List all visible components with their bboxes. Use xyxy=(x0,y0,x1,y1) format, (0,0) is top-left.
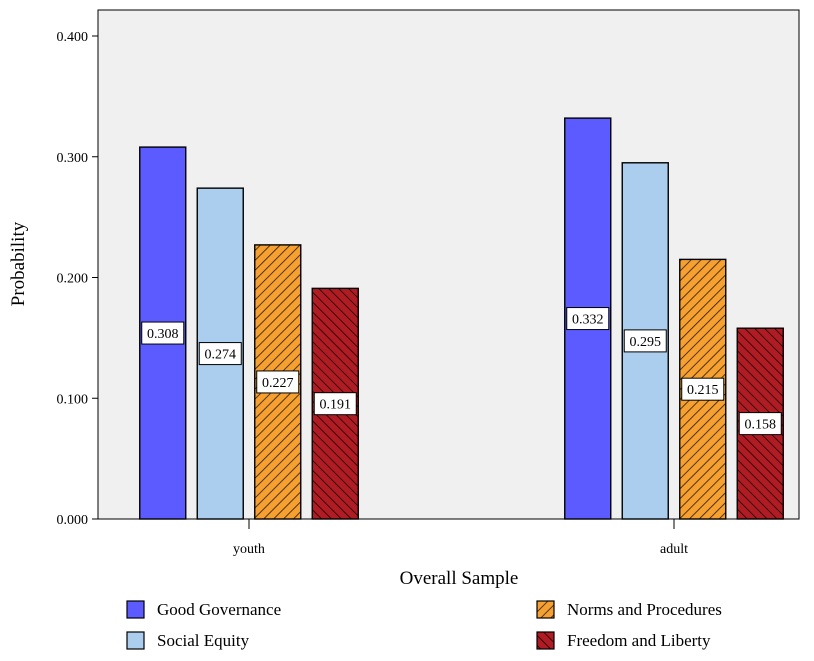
y-axis: 0.000 0.100 0.200 0.300 0.400 xyxy=(57,30,98,528)
data-label-box xyxy=(313,392,357,416)
y-tick-label: 0.200 xyxy=(57,272,89,287)
legend-swatch xyxy=(126,600,145,619)
x-axis-title: Overall Sample xyxy=(400,568,519,589)
data-label: 0.227 xyxy=(262,376,294,391)
legend-swatch xyxy=(126,631,145,650)
legend-item-good-governance: Good Governance xyxy=(126,600,281,619)
data-label-box xyxy=(566,307,610,331)
x-axis: youth adult xyxy=(233,519,688,557)
data-label-box xyxy=(198,342,242,366)
data-label-box xyxy=(738,412,782,436)
legend-label: Norms and Procedures xyxy=(567,600,722,619)
data-label: 0.274 xyxy=(205,348,237,363)
legend: Good Governance Social Equity Norms and Pr… xyxy=(126,600,722,650)
legend-swatch xyxy=(536,631,555,650)
y-tick-label: 0.400 xyxy=(57,30,89,45)
x-tick-label: adult xyxy=(660,542,688,557)
data-label-box xyxy=(141,321,185,345)
data-label: 0.158 xyxy=(745,418,777,433)
legend-item-freedom-and-liberty: Freedom and Liberty xyxy=(536,631,711,650)
legend-label: Freedom and Liberty xyxy=(567,631,711,650)
data-label: 0.308 xyxy=(147,327,179,342)
bars-group: 0.308 0.274 0.227 0.191 0.332 0.295 0.215 0.158 xyxy=(139,117,784,520)
y-axis-title: Probability xyxy=(8,221,29,306)
data-label: 0.295 xyxy=(630,335,662,350)
legend-item-norms-and-procedures: Norms and Procedures xyxy=(536,600,722,619)
x-tick-label: youth xyxy=(233,542,265,557)
legend-swatch xyxy=(536,600,555,619)
data-label-box xyxy=(681,377,725,401)
legend-label: Good Governance xyxy=(157,600,281,619)
legend-item-social-equity: Social Equity xyxy=(126,631,250,650)
y-tick-label: 0.000 xyxy=(57,513,89,528)
data-label: 0.332 xyxy=(572,313,604,328)
legend-label: Social Equity xyxy=(157,631,250,650)
data-label-box xyxy=(623,329,667,353)
data-label-box xyxy=(256,370,300,394)
y-tick-label: 0.100 xyxy=(57,392,89,407)
data-label: 0.215 xyxy=(687,383,719,398)
y-tick-label: 0.300 xyxy=(57,151,89,166)
data-label: 0.191 xyxy=(320,398,352,413)
